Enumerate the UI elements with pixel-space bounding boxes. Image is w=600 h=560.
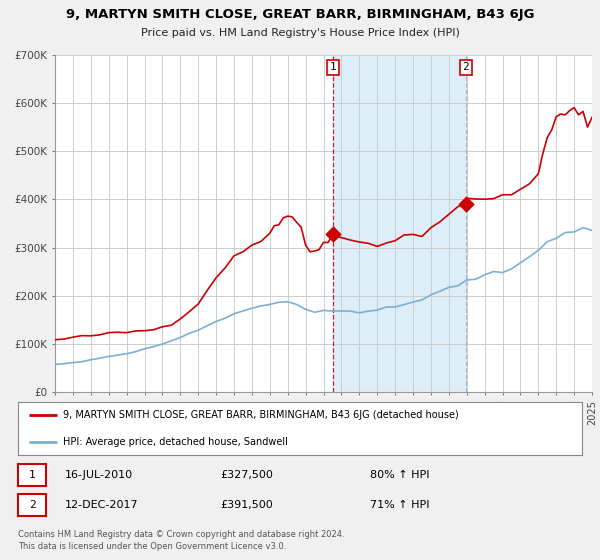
Bar: [333, 55, 466, 392]
Text: £327,500: £327,500: [220, 470, 273, 480]
Text: £391,500: £391,500: [220, 500, 273, 510]
Text: 1: 1: [29, 470, 35, 480]
Text: Price paid vs. HM Land Registry's House Price Index (HPI): Price paid vs. HM Land Registry's House …: [140, 28, 460, 38]
Text: 80% ↑ HPI: 80% ↑ HPI: [370, 470, 430, 480]
Text: Contains HM Land Registry data © Crown copyright and database right 2024.: Contains HM Land Registry data © Crown c…: [18, 530, 344, 539]
Text: 1: 1: [330, 63, 337, 72]
Text: HPI: Average price, detached house, Sandwell: HPI: Average price, detached house, Sand…: [63, 437, 288, 447]
Text: 16-JUL-2010: 16-JUL-2010: [65, 470, 133, 480]
Text: This data is licensed under the Open Government Licence v3.0.: This data is licensed under the Open Gov…: [18, 542, 286, 551]
Text: 9, MARTYN SMITH CLOSE, GREAT BARR, BIRMINGHAM, B43 6JG: 9, MARTYN SMITH CLOSE, GREAT BARR, BIRMI…: [66, 8, 534, 21]
Text: 12-DEC-2017: 12-DEC-2017: [65, 500, 139, 510]
Point: [461, 199, 470, 208]
Text: 2: 2: [29, 500, 35, 510]
Text: 9, MARTYN SMITH CLOSE, GREAT BARR, BIRMINGHAM, B43 6JG (detached house): 9, MARTYN SMITH CLOSE, GREAT BARR, BIRMI…: [63, 410, 459, 420]
Point: [328, 230, 338, 239]
Text: 2: 2: [463, 63, 469, 72]
Text: 71% ↑ HPI: 71% ↑ HPI: [370, 500, 430, 510]
